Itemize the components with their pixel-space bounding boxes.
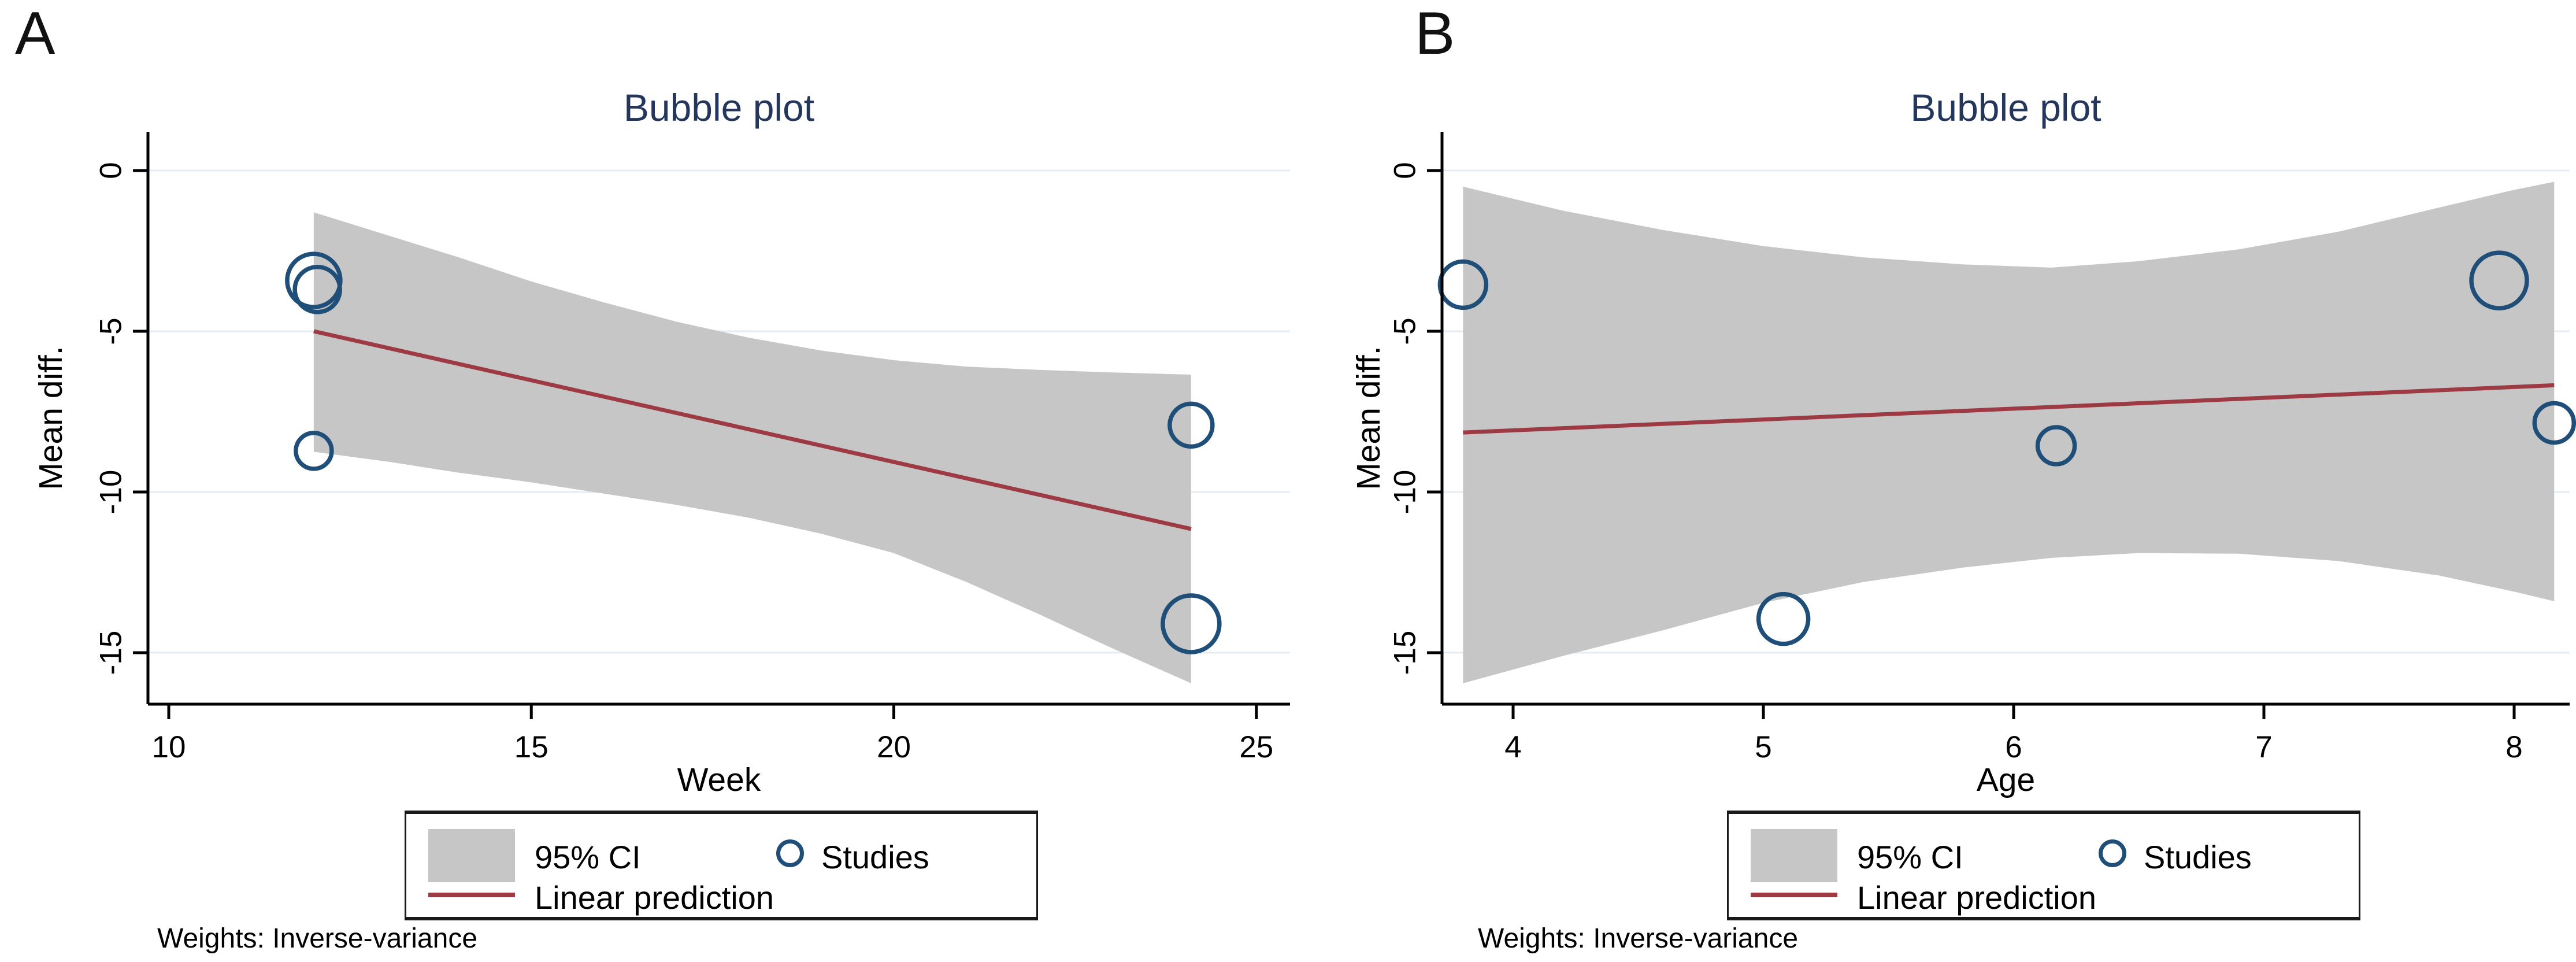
y-tick-label: -5	[94, 317, 128, 345]
panel-b-legend: 95% CI Studies Linear prediction	[1727, 811, 2360, 920]
y-tick-label: -10	[94, 470, 128, 515]
y-tick-label: 0	[1388, 162, 1422, 179]
x-tick-label: 6	[2005, 730, 2022, 764]
y-tick-label: -5	[1388, 317, 1422, 345]
linear-prediction-swatch	[428, 893, 515, 897]
panel-a-title: Bubble plot	[623, 86, 815, 129]
panel-a-x-axis-title: Week	[677, 761, 761, 798]
studies-circle-icon	[776, 839, 804, 867]
panel-b-title: Bubble plot	[1910, 86, 2101, 129]
x-tick-label: 25	[1239, 730, 1273, 764]
regression-line	[313, 329, 1192, 531]
y-tick-label: 0	[94, 162, 128, 179]
ci-band-swatch	[428, 829, 515, 882]
panel-a-weights-note: Weights: Inverse-variance	[157, 923, 478, 954]
studies-circle-icon	[2099, 839, 2126, 867]
ci-band-label: 95% CI	[1857, 839, 1963, 875]
study-bubble	[2469, 250, 2529, 310]
panel-b-x-axis-title: Age	[1976, 761, 2036, 798]
study-bubble	[292, 264, 342, 314]
panel-b-y-axis-title: Mean diff.	[1350, 346, 1387, 490]
studies-label: Studies	[2144, 839, 2252, 875]
y-tick-label: -15	[94, 631, 128, 675]
x-tick-label: 8	[2505, 730, 2522, 764]
ci-band	[1463, 182, 2555, 683]
regression-line	[1463, 383, 2555, 435]
study-bubble	[1756, 591, 1811, 646]
ci-band-label: 95% CI	[535, 839, 641, 875]
y-tick-label: -10	[1388, 470, 1422, 515]
x-tick-label: 15	[514, 730, 548, 764]
panel-b-letter: B	[1415, 0, 1455, 67]
study-bubble	[1161, 593, 1222, 654]
x-tick-label: 4	[1504, 730, 1521, 764]
study-bubble	[1437, 259, 1489, 310]
study-bubble	[294, 431, 334, 471]
linear-prediction-label: Linear prediction	[1857, 879, 2097, 916]
study-bubble	[1167, 401, 1215, 449]
x-tick-label: 7	[2255, 730, 2272, 764]
x-tick-label: 5	[1755, 730, 1771, 764]
panel-b-weights-note: Weights: Inverse-variance	[1478, 923, 1799, 954]
ci-band-swatch	[1751, 829, 1837, 882]
linear-prediction-swatch	[1751, 893, 1837, 897]
linear-prediction-label: Linear prediction	[535, 879, 774, 916]
y-tick-label: -15	[1388, 631, 1422, 675]
ci-band	[313, 212, 1191, 683]
panel-a-y-axis-title: Mean diff.	[32, 346, 69, 490]
x-tick-label: 10	[152, 730, 186, 764]
x-tick-label: 20	[877, 730, 911, 764]
study-bubble	[2035, 425, 2077, 467]
studies-label: Studies	[821, 839, 929, 875]
panel-a-letter: A	[15, 0, 55, 67]
panel-a-legend: 95% CI Studies Linear prediction	[405, 811, 1038, 920]
study-bubble	[2532, 401, 2576, 445]
